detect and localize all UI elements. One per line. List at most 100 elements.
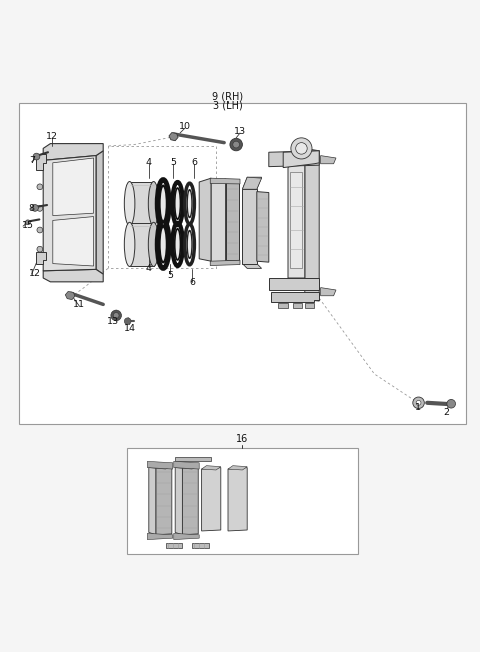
Polygon shape [174, 462, 199, 469]
Polygon shape [174, 533, 199, 540]
Polygon shape [175, 456, 211, 462]
Polygon shape [53, 216, 94, 266]
Polygon shape [130, 223, 154, 266]
Polygon shape [36, 154, 46, 170]
Polygon shape [202, 467, 221, 531]
Text: 15: 15 [22, 220, 34, 230]
Circle shape [37, 227, 43, 233]
Text: 3 (LH): 3 (LH) [213, 100, 243, 110]
Circle shape [32, 205, 38, 211]
Polygon shape [278, 303, 288, 308]
Text: 4: 4 [146, 264, 152, 273]
Circle shape [37, 205, 43, 211]
Text: 8: 8 [29, 204, 35, 213]
Bar [127, 449, 358, 554]
Text: 12: 12 [29, 269, 41, 278]
Polygon shape [305, 303, 314, 308]
Text: 1: 1 [415, 403, 420, 412]
Polygon shape [166, 543, 182, 548]
Polygon shape [269, 151, 319, 167]
Circle shape [124, 318, 131, 325]
Text: 2: 2 [444, 408, 449, 417]
Ellipse shape [148, 222, 159, 267]
Polygon shape [210, 178, 240, 184]
Circle shape [447, 400, 456, 408]
Circle shape [233, 141, 240, 148]
Polygon shape [290, 172, 302, 269]
Circle shape [291, 138, 312, 159]
Ellipse shape [159, 186, 167, 222]
Polygon shape [65, 291, 75, 300]
Text: 13: 13 [107, 317, 119, 326]
Text: 4: 4 [146, 158, 152, 168]
Polygon shape [96, 151, 103, 274]
Polygon shape [202, 466, 221, 470]
Circle shape [113, 312, 119, 318]
Polygon shape [147, 533, 173, 540]
Ellipse shape [187, 230, 192, 258]
Text: 7: 7 [29, 156, 35, 165]
Polygon shape [228, 466, 247, 470]
Circle shape [25, 220, 30, 225]
Circle shape [37, 246, 43, 252]
Polygon shape [192, 543, 209, 548]
Polygon shape [211, 179, 226, 265]
Polygon shape [149, 465, 172, 469]
Circle shape [413, 397, 424, 409]
Ellipse shape [124, 181, 135, 226]
Polygon shape [36, 252, 46, 263]
Circle shape [416, 400, 421, 405]
Polygon shape [257, 192, 269, 262]
Polygon shape [226, 182, 239, 259]
Polygon shape [43, 269, 103, 282]
Bar [19, 103, 466, 424]
Polygon shape [175, 465, 182, 535]
Text: 6: 6 [192, 158, 197, 168]
Text: 11: 11 [73, 300, 85, 309]
Polygon shape [321, 288, 336, 296]
Circle shape [37, 184, 43, 190]
Polygon shape [130, 182, 154, 225]
Polygon shape [175, 465, 198, 469]
Text: 16: 16 [236, 434, 249, 443]
Polygon shape [210, 260, 240, 265]
Ellipse shape [159, 226, 167, 262]
Polygon shape [43, 156, 96, 271]
Polygon shape [199, 178, 211, 261]
Text: 6: 6 [189, 278, 195, 288]
Polygon shape [269, 278, 319, 289]
Polygon shape [242, 263, 262, 269]
Polygon shape [242, 189, 257, 263]
Polygon shape [305, 149, 319, 301]
Ellipse shape [175, 188, 180, 219]
Polygon shape [242, 177, 262, 189]
Ellipse shape [148, 181, 159, 226]
Text: 14: 14 [124, 324, 136, 333]
Polygon shape [169, 132, 178, 141]
Circle shape [33, 153, 40, 160]
Polygon shape [242, 177, 262, 189]
Ellipse shape [187, 190, 192, 218]
Polygon shape [321, 156, 336, 164]
Ellipse shape [175, 229, 180, 260]
Text: 10: 10 [179, 123, 191, 131]
Polygon shape [43, 143, 103, 160]
Polygon shape [288, 149, 305, 278]
Polygon shape [156, 465, 172, 535]
Circle shape [230, 138, 242, 151]
Text: 5: 5 [170, 158, 176, 168]
Text: 9 (RH): 9 (RH) [213, 92, 243, 102]
Polygon shape [53, 158, 94, 216]
Text: 13: 13 [234, 127, 246, 136]
Text: 5: 5 [168, 271, 173, 280]
Polygon shape [228, 467, 247, 531]
Polygon shape [149, 465, 156, 535]
Circle shape [296, 143, 307, 154]
Polygon shape [283, 151, 319, 168]
Polygon shape [271, 292, 319, 302]
Polygon shape [293, 303, 302, 308]
Polygon shape [147, 462, 173, 469]
Polygon shape [182, 465, 198, 535]
Text: 12: 12 [46, 132, 58, 141]
Ellipse shape [124, 222, 135, 267]
